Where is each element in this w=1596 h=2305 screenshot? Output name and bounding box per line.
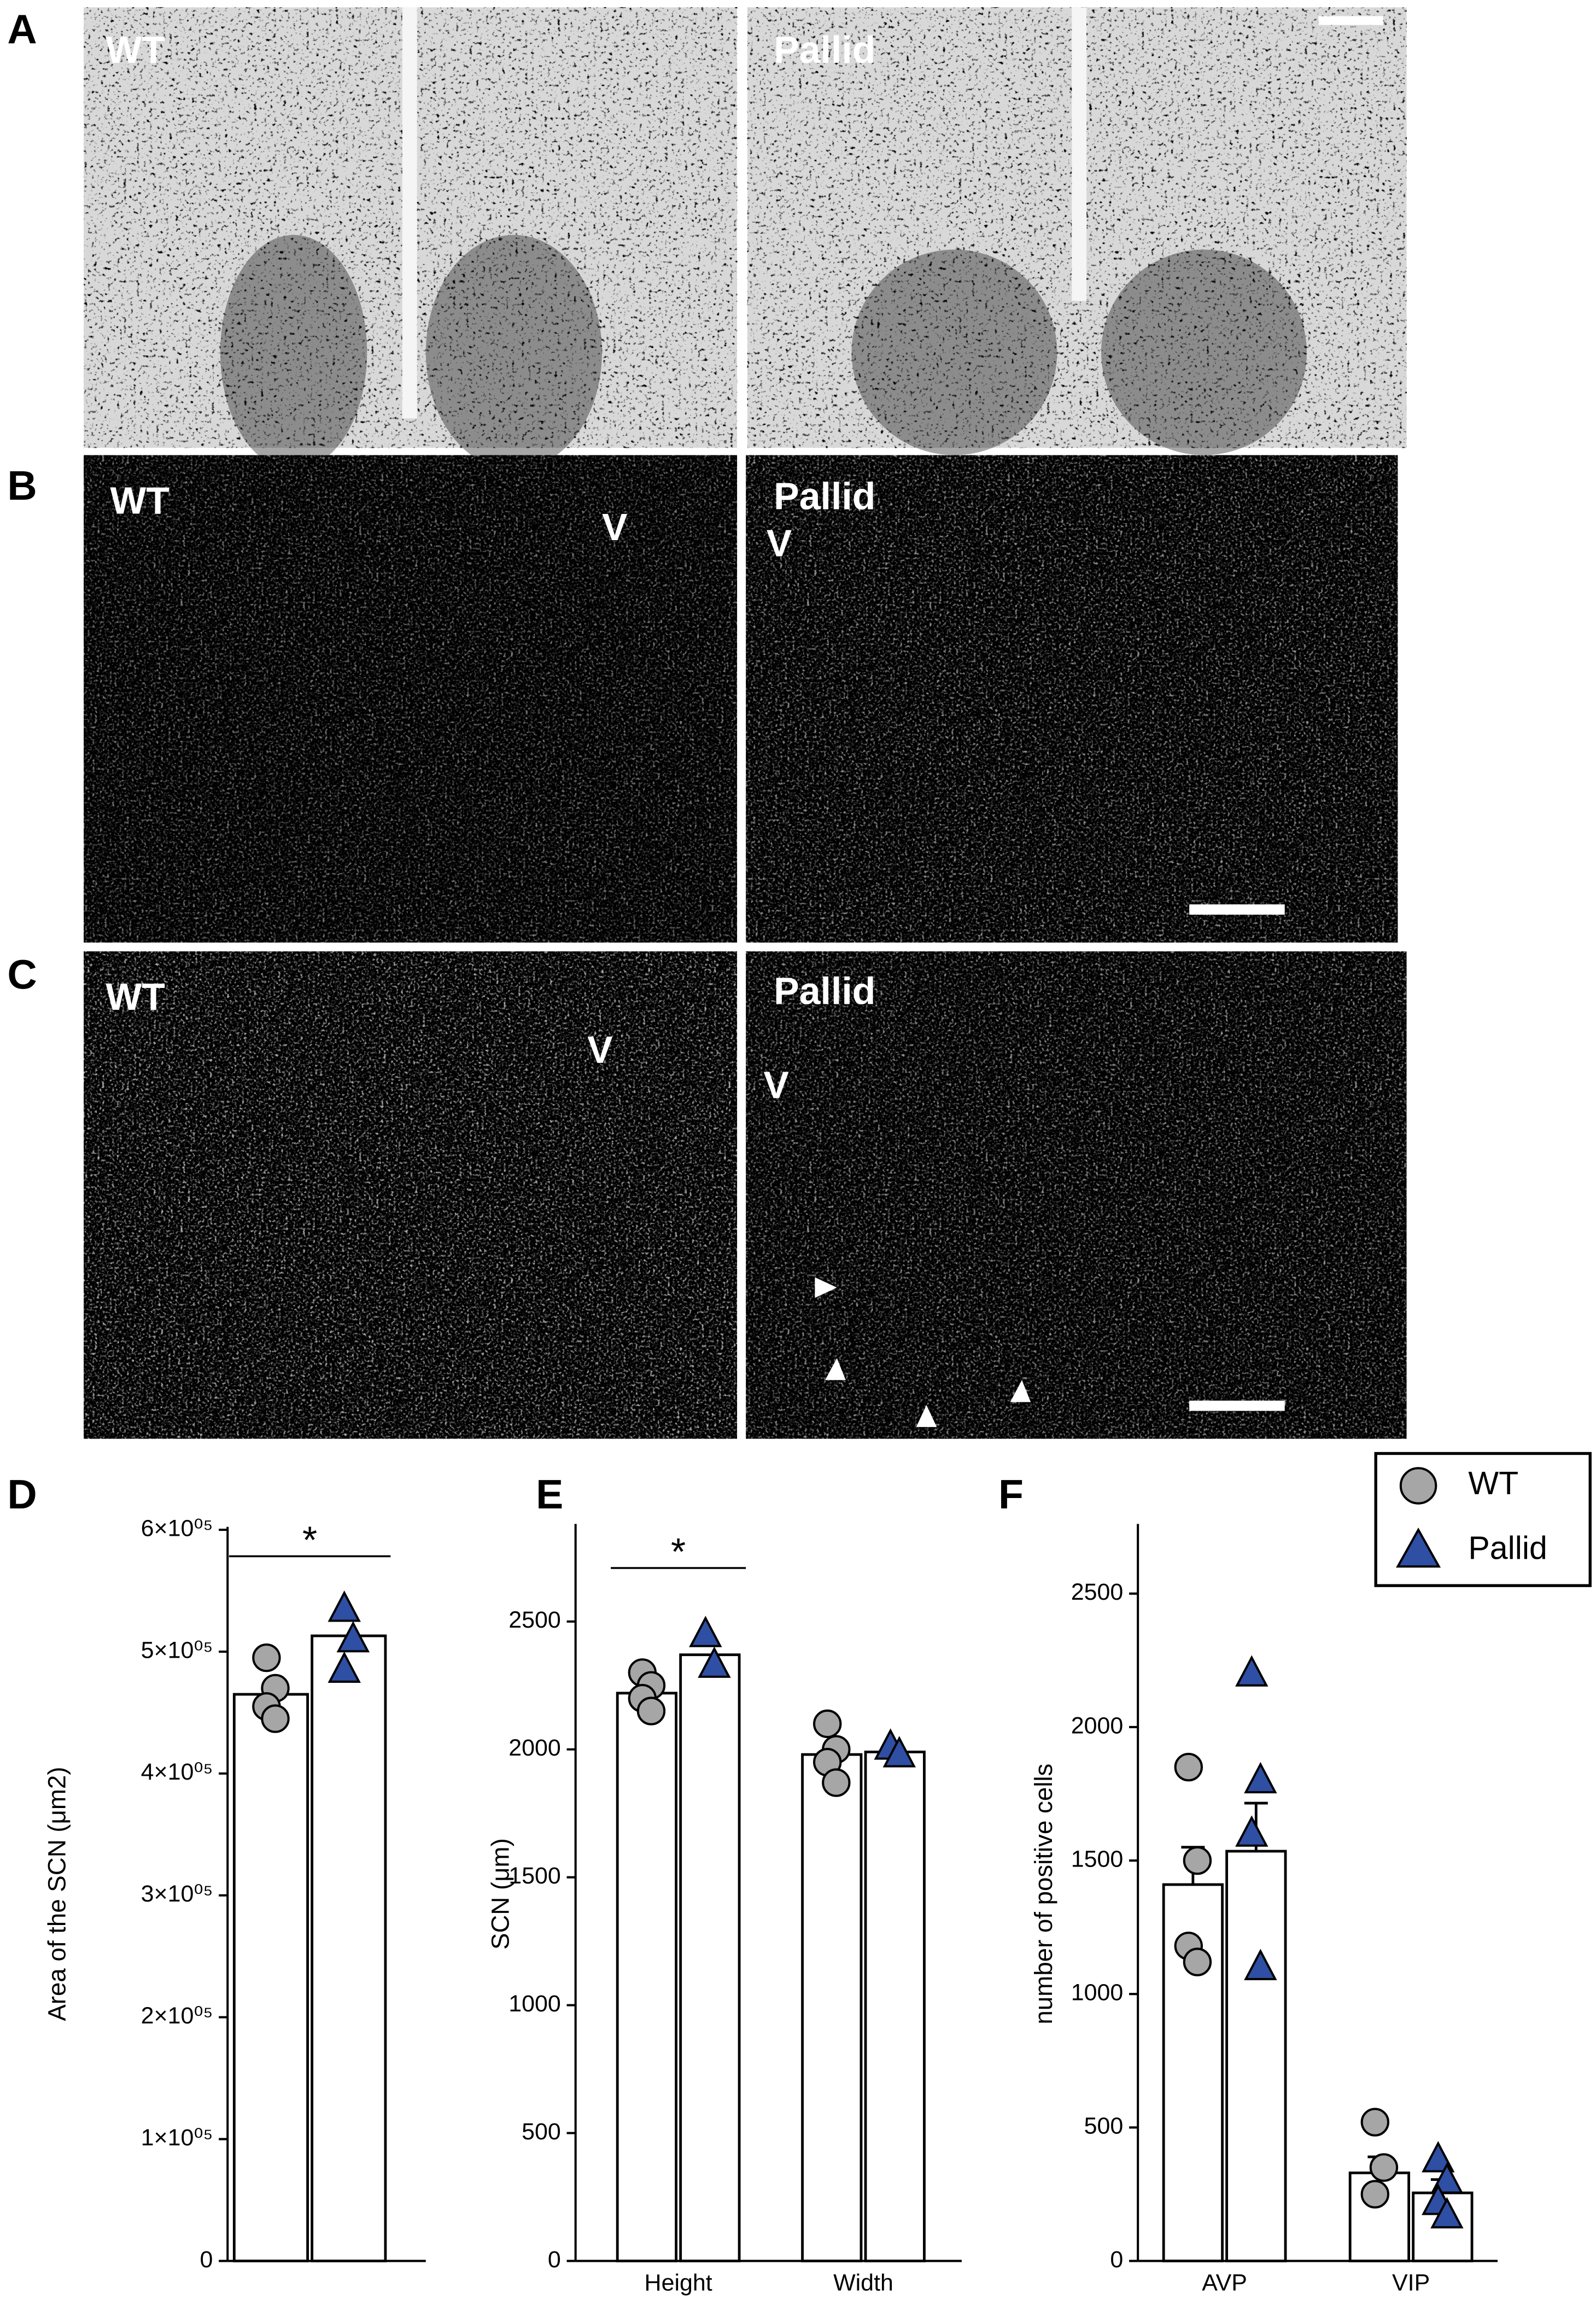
y-tick-label: 1500 — [508, 1863, 561, 1889]
ventricle — [1072, 7, 1087, 301]
legend-label: Pallid — [1468, 1530, 1547, 1566]
panel-label: C — [7, 951, 37, 997]
scn-region — [425, 235, 603, 470]
data-point — [328, 1590, 361, 1622]
bar — [311, 1634, 387, 2262]
data-point — [1360, 2108, 1390, 2137]
y-tick-label: 1500 — [1071, 1846, 1124, 1872]
arrowhead — [825, 1358, 846, 1380]
y-tick-label: 6×10⁰⁵ — [141, 1515, 213, 1541]
y-tick-label: 2500 — [1071, 1579, 1124, 1605]
y-tick-label: 0 — [1110, 2247, 1123, 2273]
scn-region — [1101, 249, 1307, 455]
x-tick-label: AVP — [1202, 2270, 1247, 2296]
data-point — [1369, 2153, 1399, 2182]
data-point — [1422, 2141, 1455, 2173]
bar — [1225, 1850, 1287, 2262]
y-tick-label: 500 — [1084, 2113, 1124, 2139]
y-axis-label: number of positive cells — [1030, 1764, 1057, 2025]
image-label: Pallid — [774, 969, 875, 1012]
y-tick-label: 2500 — [508, 1607, 561, 1633]
y-axis-label: SCN (μm) — [486, 1838, 514, 1950]
image-label: V — [587, 1028, 613, 1071]
y-tick-label: 4×10⁰⁵ — [141, 1759, 213, 1785]
image-label: Pallid — [774, 475, 875, 517]
y-tick-label: 2000 — [508, 1735, 561, 1761]
data-point — [261, 1704, 290, 1733]
y-tick-label: 500 — [522, 2119, 561, 2145]
data-point — [1430, 2162, 1464, 2194]
micrograph-texture — [746, 951, 1407, 1439]
y-tick-label: 1000 — [508, 1991, 561, 2017]
data-point — [689, 1616, 722, 1647]
y-tick-label: 5×10⁰⁵ — [141, 1637, 213, 1663]
x-tick-label: Width — [833, 2270, 893, 2296]
y-tick-label: 0 — [200, 2247, 213, 2273]
x-tick-label: VIP — [1392, 2270, 1430, 2296]
data-point — [328, 1651, 361, 1683]
bar — [801, 1753, 863, 2262]
y-tick-label: 0 — [548, 2247, 561, 2273]
data-point — [813, 1709, 842, 1739]
scn-region — [220, 235, 367, 470]
data-point — [1183, 1947, 1212, 1976]
bar — [232, 1693, 309, 2262]
legend-marker — [1396, 1528, 1441, 1568]
image-label: WT — [110, 479, 169, 522]
bar — [864, 1751, 926, 2262]
data-point — [1360, 2180, 1390, 2209]
panel-label: A — [7, 6, 37, 52]
micrograph-texture — [84, 455, 738, 943]
y-axis-label: Area of the SCN (μm2) — [43, 1767, 71, 2021]
panel-label: B — [7, 463, 37, 508]
y-tick-label: 1×10⁰⁵ — [141, 2125, 213, 2151]
scn-region — [851, 249, 1057, 455]
data-point — [1430, 2197, 1464, 2228]
image-label: Pallid — [774, 28, 875, 71]
scale-bar — [1189, 904, 1285, 915]
data-point — [636, 1696, 666, 1725]
scale-bar — [1189, 1400, 1285, 1411]
data-point — [882, 1736, 916, 1768]
y-tick-label: 2000 — [1071, 1712, 1124, 1739]
data-point — [1235, 1815, 1268, 1847]
panel-label: E — [536, 1471, 563, 1517]
bar — [616, 1692, 678, 2262]
x-tick-label: Height — [645, 2270, 712, 2296]
significance-star: * — [671, 1530, 686, 1573]
data-point — [1235, 1655, 1268, 1687]
arrowhead — [1010, 1380, 1031, 1402]
arrowhead — [916, 1405, 937, 1428]
image-label: V — [763, 1063, 789, 1106]
data-point — [1244, 1762, 1277, 1794]
bar — [679, 1653, 741, 2262]
data-point — [1174, 1753, 1203, 1782]
arrowhead — [815, 1277, 837, 1298]
data-point — [252, 1643, 281, 1672]
image-label: V — [767, 522, 792, 564]
data-point — [336, 1620, 370, 1653]
legend-label: WT — [1468, 1465, 1518, 1501]
panel-label: D — [7, 1471, 37, 1517]
ventricle — [402, 7, 417, 419]
micrograph-texture — [84, 951, 738, 1439]
y-tick-label: 2×10⁰⁵ — [141, 2003, 213, 2029]
data-point — [698, 1646, 731, 1678]
panel-label: F — [998, 1471, 1024, 1517]
legend-marker — [1399, 1467, 1437, 1505]
data-point — [1244, 1949, 1277, 1980]
scale-bar — [1318, 16, 1383, 25]
y-tick-label: 1000 — [1071, 1980, 1124, 2006]
image-label: WT — [106, 28, 165, 71]
significance-star: * — [302, 1519, 317, 1561]
data-point — [1183, 1846, 1212, 1875]
data-point — [822, 1768, 851, 1797]
image-label: V — [602, 506, 628, 548]
y-tick-label: 3×10⁰⁵ — [141, 1881, 213, 1907]
image-label: WT — [106, 975, 165, 1018]
micrograph-texture — [746, 455, 1398, 943]
